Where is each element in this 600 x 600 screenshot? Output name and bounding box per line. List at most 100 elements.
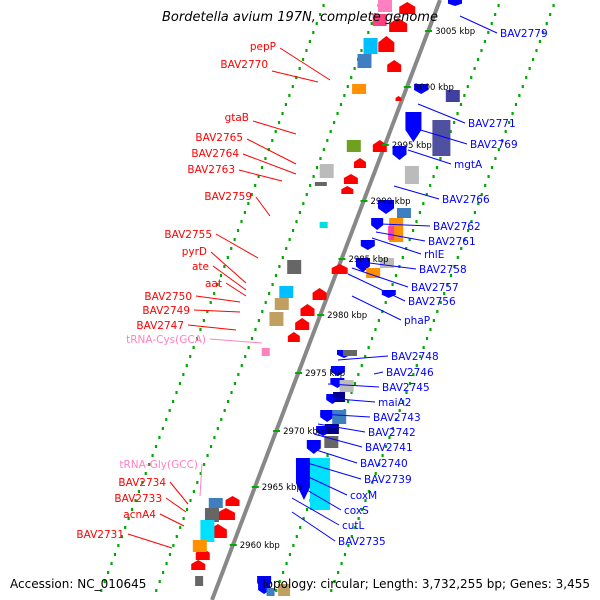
guide-dot — [357, 373, 360, 376]
gene-arrow — [341, 186, 354, 194]
guide-dot — [213, 436, 216, 439]
guide-dot — [203, 463, 206, 466]
guide-dot — [339, 103, 343, 106]
guide-dot — [237, 373, 240, 376]
guide-dot — [216, 427, 219, 430]
guide-dot — [192, 490, 195, 493]
leader-line — [291, 497, 340, 526]
guide-dot — [285, 562, 288, 565]
guide-dot — [165, 562, 168, 565]
left-gene-labels: pepP BAV2770 gtaB BAV2765 BAV2764 BAV2763 BAV2… — [76, 41, 276, 541]
leader-line — [459, 15, 498, 34]
guide-dot — [175, 391, 178, 394]
guide-dot — [422, 346, 425, 349]
guide-dot — [429, 184, 432, 187]
guide-dot — [504, 130, 507, 133]
guide-dot — [473, 211, 477, 214]
gene-label-left: gtaB — [225, 112, 249, 124]
gene-label-left: BAV2765 — [195, 132, 243, 144]
leader-line — [159, 513, 185, 527]
gene-label-left: pepP — [250, 41, 276, 53]
gene-block — [192, 540, 207, 552]
guide-dot — [401, 256, 404, 259]
guide-dot — [282, 571, 285, 574]
guide-dot — [470, 76, 473, 79]
gene-block — [432, 120, 451, 156]
guide-dot — [408, 238, 411, 241]
guide-dot — [460, 247, 463, 250]
gene-label-right: BAV2746 — [386, 367, 434, 379]
gene-arrow — [295, 458, 312, 500]
guide-dot — [347, 544, 350, 547]
leader-line — [347, 273, 406, 302]
guide-dot — [439, 157, 442, 160]
guide-dot — [402, 400, 405, 403]
guide-dot — [182, 517, 185, 520]
guide-dot — [137, 490, 140, 493]
guide-dot — [309, 184, 312, 187]
guide-dot — [182, 373, 185, 376]
guide-dot — [443, 292, 446, 295]
gene-arrow — [378, 36, 395, 52]
gene-arrow — [371, 218, 384, 230]
gene-block — [396, 208, 411, 218]
guide-dot — [337, 571, 340, 574]
guide-dot — [490, 166, 494, 169]
guide-dot — [552, 4, 555, 7]
guide-dot — [333, 580, 336, 583]
guide-dot — [312, 31, 315, 34]
guide-dot — [301, 58, 305, 61]
guide-dot — [247, 346, 250, 349]
tick-label: 2985 kbp — [348, 255, 388, 265]
leader-line — [327, 383, 380, 388]
guide-dot — [185, 508, 189, 511]
guide-dot — [223, 265, 226, 268]
guide-dot — [508, 121, 511, 124]
gene-block — [195, 576, 204, 586]
gene-block — [339, 380, 354, 392]
guide-dot — [110, 562, 113, 565]
leader-line — [195, 295, 241, 303]
guide-dot — [446, 283, 449, 286]
gene-arrow — [320, 410, 335, 422]
gene-label-left: pyrD — [182, 246, 207, 258]
guide-dot — [195, 337, 199, 340]
gene-label-right: BAV2761 — [428, 236, 476, 248]
guide-dot — [456, 256, 459, 259]
gene-block — [332, 410, 347, 424]
guide-dot — [302, 517, 305, 520]
leader-line — [361, 261, 417, 270]
guide-dot — [209, 445, 213, 448]
guide-dot — [418, 211, 422, 214]
guide-dot — [432, 175, 435, 178]
guide-dot — [405, 391, 408, 394]
leader-line — [271, 70, 319, 83]
guide-dot — [240, 220, 243, 223]
guide-dot — [487, 31, 490, 34]
leader-line — [301, 473, 348, 496]
guide-dot — [497, 4, 500, 7]
leader-line — [252, 120, 297, 135]
guide-dot — [223, 409, 226, 412]
guide-dot — [308, 40, 311, 43]
tick-label: 2990 kbp — [370, 197, 410, 207]
guide-dot — [312, 175, 315, 178]
guide-dot — [439, 301, 442, 304]
guide-dot — [227, 400, 230, 403]
gene-label-left: BAV2731 — [76, 529, 124, 541]
gene-label-right: BAV2743 — [373, 412, 421, 424]
gene-label-left: tRNA-Gly(GCC) — [119, 459, 198, 471]
guide-dot — [298, 67, 301, 70]
guide-dot — [230, 391, 233, 394]
gene-block — [261, 348, 270, 356]
leader-line — [371, 237, 422, 255]
guide-dot — [295, 220, 298, 223]
guide-dot — [291, 229, 295, 232]
label-leader-lines — [127, 15, 498, 549]
gene-block — [204, 508, 219, 522]
gene-block — [388, 226, 395, 240]
leader-line — [225, 282, 247, 297]
guide-dot — [374, 472, 377, 475]
tick-label: 3000 kbp — [414, 83, 454, 93]
